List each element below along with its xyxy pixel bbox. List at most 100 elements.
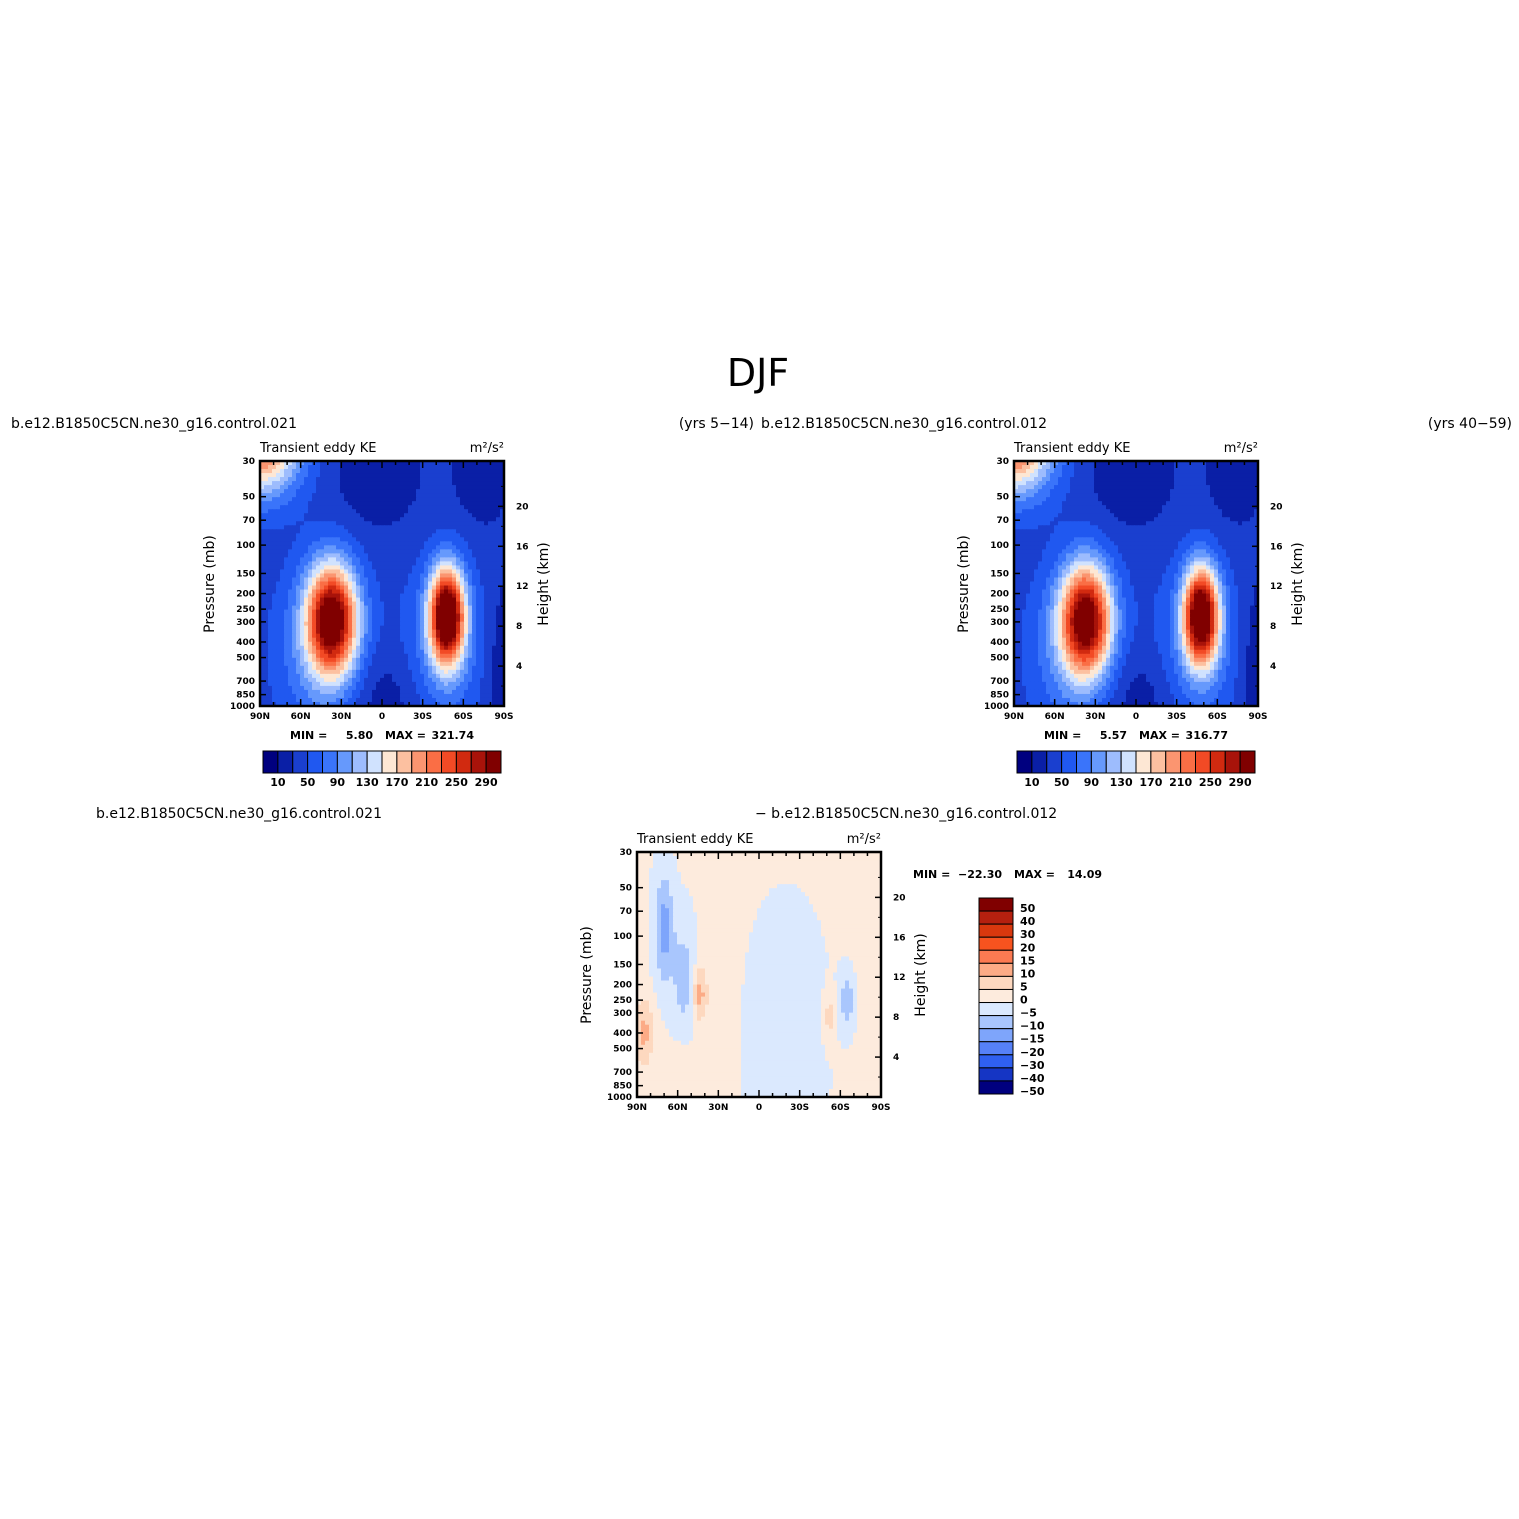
field-cell	[340, 517, 345, 522]
field-cell	[1210, 465, 1215, 470]
field-cell	[396, 701, 401, 706]
field-cell	[388, 537, 393, 542]
field-cell	[380, 581, 385, 587]
field-cell	[1238, 477, 1243, 482]
field-cell	[1030, 473, 1035, 478]
field-cell	[276, 701, 281, 706]
colorbar-swatch	[366, 750, 383, 774]
field-cell	[308, 685, 313, 691]
field-cell	[292, 625, 297, 631]
field-cell	[1106, 525, 1111, 530]
field-cell	[284, 697, 289, 703]
field-cell	[264, 477, 269, 482]
field-cell	[384, 701, 389, 706]
field-cell	[284, 501, 289, 506]
field-cell	[324, 529, 329, 534]
field-cell	[456, 661, 461, 667]
field-cell	[308, 537, 313, 542]
field-cell	[352, 505, 357, 510]
field-cell	[348, 481, 353, 486]
field-cell	[272, 661, 277, 667]
field-cell	[412, 521, 417, 526]
field-cell	[316, 649, 321, 655]
field-cell	[448, 689, 453, 695]
field-cell	[340, 493, 345, 498]
field-cell	[368, 549, 373, 554]
field-cell	[1234, 513, 1239, 518]
field-cell	[1022, 469, 1027, 474]
field-cell	[412, 677, 417, 683]
field-cell	[280, 637, 285, 643]
field-cell	[400, 517, 405, 522]
field-cell	[292, 481, 297, 486]
field-cell	[488, 509, 493, 514]
field-cell	[296, 477, 301, 482]
field-cell	[340, 569, 345, 575]
field-cell	[264, 629, 269, 635]
field-cell	[1198, 505, 1203, 510]
field-cell	[464, 645, 469, 651]
field-cell	[396, 545, 401, 550]
field-cell	[1142, 473, 1147, 478]
field-cell	[304, 581, 309, 587]
field-cell	[404, 677, 409, 683]
field-cell	[348, 621, 353, 627]
field-cell	[420, 653, 425, 659]
field-cell	[392, 517, 397, 522]
field-cell	[1018, 485, 1023, 490]
field-cell	[324, 481, 329, 486]
field-cell	[1050, 501, 1055, 506]
field-cell	[284, 641, 289, 647]
field-cell	[280, 641, 285, 647]
field-cell	[472, 501, 477, 506]
field-cell	[412, 473, 417, 478]
field-cell	[304, 661, 309, 667]
field-cell	[424, 593, 429, 599]
field-cell	[472, 473, 477, 478]
field-cell	[460, 497, 465, 502]
field-cell	[372, 585, 377, 591]
field-cell	[380, 621, 385, 627]
field-cell	[1054, 509, 1059, 514]
field-cell	[1042, 513, 1047, 518]
field-cell	[348, 473, 353, 478]
field-cell	[368, 601, 373, 607]
field-cell	[292, 509, 297, 514]
field-cell	[492, 505, 497, 510]
field-cell	[492, 557, 497, 563]
field-cell	[264, 521, 269, 526]
field-cell	[268, 669, 273, 675]
field-cell	[476, 681, 481, 687]
field-cell	[400, 597, 405, 603]
field-cell	[400, 669, 405, 675]
field-cell	[1146, 517, 1151, 522]
field-cell	[476, 597, 481, 603]
field-cell	[316, 653, 321, 659]
field-cell	[452, 609, 457, 615]
field-cell	[272, 465, 277, 470]
field-cell	[1166, 469, 1171, 474]
field-cell	[428, 689, 433, 695]
field-cell	[360, 629, 365, 635]
field-cell	[408, 677, 413, 683]
field-cell	[272, 489, 277, 494]
field-cell	[300, 517, 305, 522]
field-cell	[340, 697, 345, 703]
field-cell	[296, 461, 301, 466]
field-cell	[444, 617, 449, 623]
field-cell	[480, 633, 485, 639]
field-cell	[424, 485, 429, 490]
field-cell	[380, 565, 385, 571]
field-cell	[284, 553, 289, 558]
field-cell	[356, 553, 361, 558]
field-cell	[1050, 497, 1055, 502]
field-cell	[452, 605, 457, 611]
field-cell	[436, 493, 441, 498]
field-cell	[324, 497, 329, 502]
field-cell	[388, 517, 393, 522]
field-cell	[324, 469, 329, 474]
field-cell	[424, 489, 429, 494]
field-cell	[500, 493, 504, 498]
field-cell	[424, 481, 429, 486]
field-cell	[288, 525, 293, 530]
